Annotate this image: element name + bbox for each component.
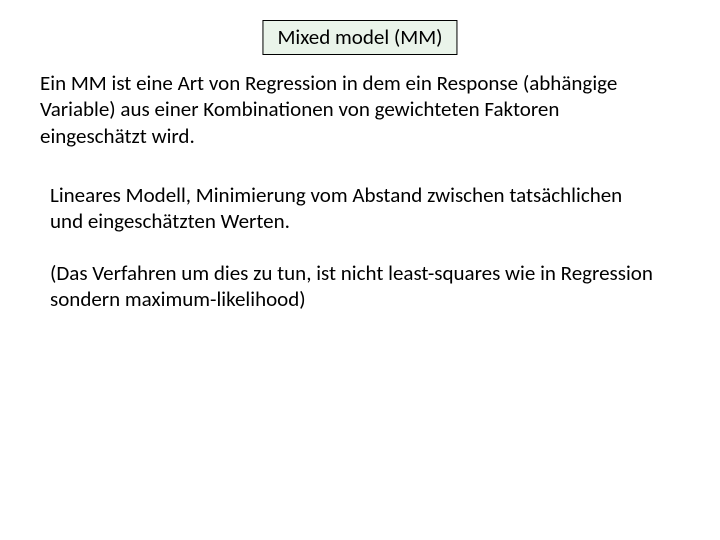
paragraph-method-note: (Das Verfahren um dies zu tun, ist nicht… [50, 260, 660, 313]
slide-title-box: Mixed model (MM) [262, 20, 457, 55]
paragraph-linear-model: Lineares Modell, Minimierung vom Abstand… [50, 182, 660, 235]
slide: Mixed model (MM) Ein MM ist eine Art von… [0, 0, 720, 540]
paragraph-intro: Ein MM ist eine Art von Regression in de… [40, 70, 660, 149]
